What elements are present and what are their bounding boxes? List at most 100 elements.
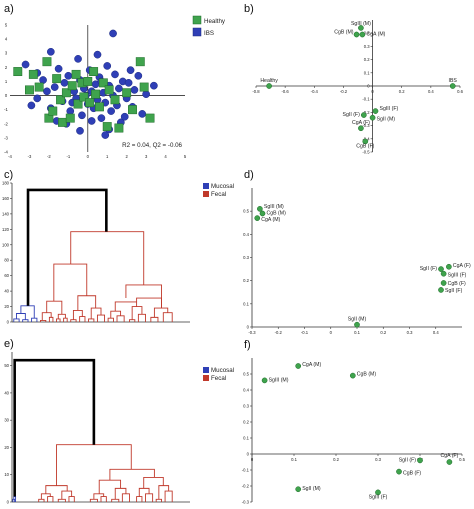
point-ibs [142,90,150,98]
y-tick-label-c: 20 [4,304,9,309]
legend-label-mucosal: Mucosal [211,183,234,190]
loading-label: SgII (F) [399,457,417,463]
point-ibs [93,50,102,59]
point-healthy [145,113,155,123]
legend-label-fecal: Fecal [211,191,226,198]
legend-label-fecal: Fecal [211,375,226,382]
point-healthy [58,117,67,127]
legend-swatch-healthy [192,15,202,25]
y-tick-label-c: 100 [2,242,10,247]
y-tick-label-d: 0.5 [243,209,249,214]
x-tick-label-b: 0 [371,89,374,94]
point-healthy [135,57,145,67]
x-tick-label-d: -0.2 [275,330,283,335]
y-tick-label-b: -0.3 [362,123,370,128]
dendrogram-link [145,493,154,502]
y-tick-label-a: 4 [5,37,8,42]
y-tick-label-c: 120 [2,227,10,232]
x-tick-label-a: 0 [87,154,90,159]
point-ibs [150,81,158,90]
panel-label-c: c) [4,169,13,181]
dendrogram-link [45,485,68,494]
y-tick-label-e: 20 [4,445,9,450]
y-tick-label-a: 0 [5,93,8,98]
point-healthy [98,78,108,88]
point-ibs [46,47,55,56]
dendrogram-link [131,306,143,320]
loading-label: CgA (F) [352,120,370,126]
dendrogram-link [38,498,45,502]
point-ibs [130,86,139,94]
point-ibs [111,70,119,79]
point-ibs [97,114,106,122]
point-ibs [76,126,84,135]
dendrogram-link [162,312,173,322]
y-tick-label-a: 3 [5,51,8,56]
dendrogram-link [61,490,73,500]
x-tick-label-a: -4 [8,154,12,159]
loading-point [369,114,376,121]
loading-point [446,459,453,465]
x-tick-label-d: -0.1 [301,330,309,335]
y-tick-label-d: 0.4 [243,232,249,237]
dendrogram-link [111,498,120,502]
loading-label: CgB (F) [448,281,466,287]
dendrogram-link [110,310,122,319]
dendrogram-link [136,496,143,502]
legend-swatch-fecal [203,191,209,197]
point-healthy [34,82,44,92]
y-tick-label-b: -0.5 [362,150,370,155]
y-tick-label-c: 40 [4,289,9,294]
y-tick-label-b: -0.1 [362,97,370,102]
dendrogram-link [109,468,155,481]
y-tick-label-a: 5 [5,23,8,28]
chart-b: -0.8-0.6-0.4-0.200.20.40.6-0.5-0.4-0.3-0… [252,20,464,155]
dendrogram-link [20,305,35,319]
dendrogram-link [114,487,127,500]
point-healthy [24,85,34,95]
point-healthy [42,57,52,67]
fit-annotation: R2 = 0.04, Q2 = -0.06 [122,142,182,149]
y-tick-label-c: 140 [2,211,10,216]
x-tick-label-b: 0.2 [399,89,405,94]
loading-label: SgIII (F) [369,494,388,500]
point-ibs [39,76,47,84]
y-tick-label-c: 180 [2,181,10,186]
point-healthy [104,85,114,95]
y-tick-label-e: 40 [4,390,9,395]
dendrogram-link [13,318,20,322]
y-tick-label-c: 0 [7,320,10,325]
x-tick-label-f: 0.5 [459,457,465,462]
dendrogram-link [150,316,159,322]
chart-f: 0 0.1 0.2 0.3 0.4 0.5 -0.3 -0.2 -0.1 0 0.1 0.2 0.3 0.… [242,358,466,505]
dendrogram-link [40,320,47,322]
dendrogram-link [121,493,130,502]
dendrogram-link [100,496,107,502]
loading-label: CgA (M) [366,32,385,38]
dendrogram-link [114,301,138,312]
point-healthy [71,69,81,79]
y-tick-label-f: 0.3 [243,404,249,409]
y-tick-label-a: -1 [4,107,8,112]
point-healthy [61,88,71,98]
y-tick-label-f: -0.1 [242,468,250,473]
x-tick-label-a: 5 [184,154,187,159]
panel-label-b: b) [244,3,254,15]
loading-label: SgIII (M) [269,377,289,383]
point-healthy [89,67,99,77]
y-tick-label-a: 1 [5,79,8,84]
y-tick-label-e: 30 [4,418,9,423]
loading-label: CgB (M) [267,210,287,216]
loading-label: CgB (F) [356,143,374,149]
y-tick-label-d: 0.2 [243,278,249,283]
point-healthy [139,82,149,92]
dendrogram-link [107,317,114,322]
loading-point [254,215,261,221]
point-ibs [115,84,123,93]
loading-label: SgII (M) [348,317,367,323]
loading-point [417,457,423,464]
x-tick-label-a: 4 [164,154,167,159]
